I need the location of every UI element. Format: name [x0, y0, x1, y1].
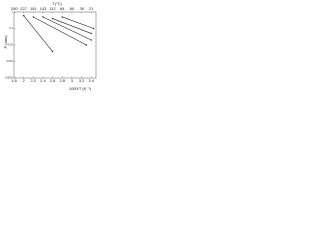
- x2-tick-label: 39: [79, 6, 84, 11]
- data-point: [32, 16, 34, 18]
- chart: T(°C) 1000/T (K⁻¹) P (atm) 1.8 2 2.2 2.4 2.6…: [3, 1, 97, 91]
- x2-tick-label: 112: [49, 6, 56, 11]
- x2-tick-label: 143: [40, 6, 47, 11]
- data-point: [42, 16, 44, 18]
- series-line: [23, 15, 53, 52]
- x2-tick-label: 280: [11, 6, 18, 11]
- data-point: [90, 39, 92, 41]
- series-line: [33, 16, 87, 46]
- data-point: [90, 32, 92, 35]
- x2-tick-label: 60: [70, 6, 75, 11]
- x2-tick-label: 84: [60, 6, 65, 11]
- y-tick-label: 0.01: [8, 43, 14, 47]
- series-line: [62, 16, 94, 29]
- x2-tick-label: 227: [20, 6, 27, 11]
- x-tick-label: 2.4: [40, 78, 46, 83]
- x-tick-label: 2.6: [50, 78, 56, 83]
- y-tick-label: 0.0001: [5, 76, 13, 80]
- data-point: [61, 16, 63, 18]
- series-line: [52, 18, 92, 34]
- x2-tick-label: 21: [89, 6, 94, 11]
- x-axis-label: 1000/T (K⁻¹): [69, 86, 92, 91]
- series-line: [42, 16, 92, 41]
- y-tick-label: 0.001: [7, 59, 14, 63]
- x-tick-label: 2.8: [59, 78, 65, 83]
- x-tick-label: 3.2: [79, 78, 85, 83]
- y-tick-label: 0.1: [9, 26, 13, 30]
- plot-frame: [13, 11, 97, 79]
- x2-axis-label: T(°C): [52, 1, 62, 6]
- x-tick-label: 2: [23, 78, 26, 83]
- data-point: [51, 17, 54, 20]
- x-tick-label: 3.4: [88, 78, 94, 83]
- data-point: [22, 14, 25, 17]
- x-tick-label: 2.2: [31, 78, 37, 83]
- y-tick-label: 1: [12, 10, 14, 14]
- x2-tick-label: 181: [30, 6, 37, 11]
- x-tick-label: 1.8: [11, 78, 17, 83]
- data-point: [85, 44, 88, 46]
- data-point: [51, 50, 54, 53]
- y-axis-label: P (atm): [3, 35, 8, 49]
- x-tick-label: 3: [71, 78, 74, 83]
- data-point: [92, 27, 95, 30]
